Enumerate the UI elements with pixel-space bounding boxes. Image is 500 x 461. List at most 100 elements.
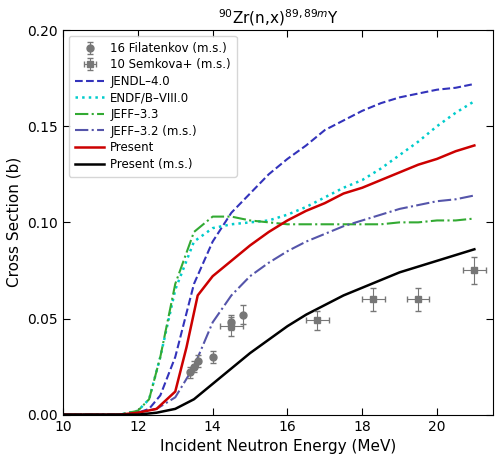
ENDF/B–VIII.0	[303, 204, 309, 210]
JEFF–3.3	[266, 219, 272, 225]
ENDF/B–VIII.0	[472, 99, 478, 104]
JEFF–3.2 (m.s.)	[303, 239, 309, 244]
Present (m.s.)	[154, 410, 160, 415]
JEFF–3.3	[416, 219, 422, 225]
ENDF/B–VIII.0	[116, 412, 122, 417]
JEFF–3.2 (m.s.)	[284, 248, 290, 254]
ENDF/B–VIII.0	[322, 195, 328, 200]
Present	[210, 273, 216, 279]
Line: JEFF–3.3: JEFF–3.3	[63, 217, 474, 414]
JENDL–4.0	[210, 239, 216, 244]
Line: ENDF/B–VIII.0: ENDF/B–VIII.0	[63, 101, 474, 414]
JENDL–4.0	[303, 143, 309, 148]
ENDF/B–VIII.0	[228, 222, 234, 227]
Present	[303, 208, 309, 213]
JENDL–4.0	[60, 412, 66, 417]
Present	[194, 293, 200, 298]
JEFF–3.2 (m.s.)	[266, 260, 272, 266]
Line: JEFF–3.2 (m.s.): JEFF–3.2 (m.s.)	[63, 195, 474, 414]
ENDF/B–VIII.0	[158, 354, 164, 360]
JEFF–3.3	[98, 412, 103, 417]
JEFF–3.3	[452, 218, 458, 223]
JENDL–4.0	[116, 412, 122, 417]
ENDF/B–VIII.0	[191, 239, 197, 244]
JENDL–4.0	[340, 118, 346, 123]
Present	[378, 177, 384, 183]
Present	[396, 170, 402, 175]
JEFF–3.3	[472, 216, 478, 221]
Present	[359, 185, 365, 190]
JENDL–4.0	[452, 85, 458, 90]
ENDF/B–VIII.0	[378, 166, 384, 171]
Present (m.s.)	[340, 293, 346, 298]
ENDF/B–VIII.0	[266, 218, 272, 223]
JENDL–4.0	[266, 171, 272, 177]
JEFF–3.2 (m.s.)	[340, 224, 346, 229]
JEFF–3.2 (m.s.)	[98, 412, 103, 417]
ENDF/B–VIII.0	[452, 110, 458, 116]
JEFF–3.2 (m.s.)	[322, 231, 328, 236]
JEFF–3.3	[116, 412, 122, 417]
JEFF–3.2 (m.s.)	[135, 410, 141, 415]
JENDL–4.0	[98, 412, 103, 417]
ENDF/B–VIII.0	[135, 408, 141, 414]
X-axis label: Incident Neutron Energy (MeV): Incident Neutron Energy (MeV)	[160, 439, 396, 454]
Present	[60, 412, 66, 417]
JENDL–4.0	[146, 406, 152, 412]
Present	[135, 410, 141, 415]
Present	[98, 412, 103, 417]
JEFF–3.3	[303, 222, 309, 227]
Present (m.s.)	[210, 381, 216, 387]
JEFF–3.3	[434, 218, 440, 223]
JEFF–3.2 (m.s.)	[396, 206, 402, 212]
Present (m.s.)	[266, 337, 272, 343]
JEFF–3.3	[359, 222, 365, 227]
Present	[322, 201, 328, 206]
Present	[452, 148, 458, 154]
JEFF–3.2 (m.s.)	[434, 198, 440, 204]
ENDF/B–VIII.0	[434, 124, 440, 129]
JEFF–3.2 (m.s.)	[416, 202, 422, 208]
Present	[266, 229, 272, 235]
Present (m.s.)	[60, 412, 66, 417]
Present (m.s.)	[172, 406, 178, 412]
Present	[154, 406, 160, 412]
JEFF–3.3	[340, 222, 346, 227]
JEFF–3.3	[146, 396, 152, 402]
JEFF–3.2 (m.s.)	[247, 273, 253, 279]
JENDL–4.0	[247, 191, 253, 196]
JEFF–3.2 (m.s.)	[191, 364, 197, 369]
Line: Present: Present	[63, 146, 474, 414]
Present (m.s.)	[434, 258, 440, 264]
Present (m.s.)	[322, 302, 328, 308]
Present	[247, 242, 253, 248]
JENDL–4.0	[434, 87, 440, 93]
JENDL–4.0	[416, 91, 422, 96]
ENDF/B–VIII.0	[146, 396, 152, 402]
JENDL–4.0	[396, 95, 402, 100]
ENDF/B–VIII.0	[396, 152, 402, 158]
JEFF–3.2 (m.s.)	[154, 406, 160, 412]
JEFF–3.3	[172, 281, 178, 287]
JEFF–3.2 (m.s.)	[228, 293, 234, 298]
Present (m.s.)	[135, 412, 141, 417]
JENDL–4.0	[359, 108, 365, 113]
JEFF–3.2 (m.s.)	[116, 412, 122, 417]
ENDF/B–VIII.0	[359, 177, 365, 183]
JEFF–3.3	[396, 219, 402, 225]
ENDF/B–VIII.0	[340, 185, 346, 190]
Y-axis label: Cross Section (b): Cross Section (b)	[7, 157, 22, 288]
JEFF–3.3	[191, 229, 197, 235]
JEFF–3.2 (m.s.)	[452, 196, 458, 202]
Line: JENDL–4.0: JENDL–4.0	[63, 84, 474, 414]
JEFF–3.2 (m.s.)	[378, 212, 384, 218]
Present (m.s.)	[416, 264, 422, 269]
ENDF/B–VIII.0	[98, 412, 103, 417]
Present (m.s.)	[378, 277, 384, 283]
ENDF/B–VIII.0	[416, 139, 422, 144]
JEFF–3.3	[228, 214, 234, 219]
JENDL–4.0	[135, 410, 141, 415]
JENDL–4.0	[158, 393, 164, 398]
Present (m.s.)	[98, 412, 103, 417]
Present (m.s.)	[452, 252, 458, 258]
